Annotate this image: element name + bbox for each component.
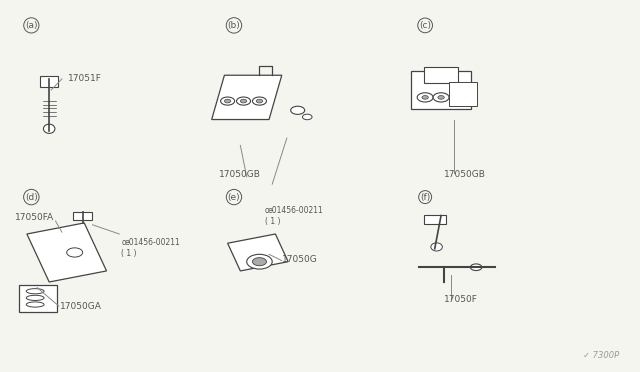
Ellipse shape (26, 295, 44, 301)
Ellipse shape (431, 243, 442, 251)
FancyBboxPatch shape (40, 76, 58, 87)
Ellipse shape (237, 97, 250, 105)
Text: (f): (f) (420, 193, 430, 202)
Ellipse shape (241, 99, 246, 103)
Text: œ01456-00211
( 1 ): œ01456-00211 ( 1 ) (264, 206, 323, 227)
Ellipse shape (44, 124, 55, 134)
Ellipse shape (221, 97, 235, 105)
Text: ✓ 7300P: ✓ 7300P (584, 350, 620, 359)
Text: (b): (b) (228, 21, 241, 30)
Ellipse shape (422, 96, 428, 99)
Polygon shape (228, 234, 288, 271)
Ellipse shape (470, 264, 482, 270)
Text: 17050F: 17050F (444, 295, 478, 304)
Text: (c): (c) (419, 21, 431, 30)
Ellipse shape (256, 99, 262, 103)
Ellipse shape (225, 99, 231, 103)
Text: 17050GB: 17050GB (444, 170, 486, 179)
FancyBboxPatch shape (424, 215, 445, 224)
FancyBboxPatch shape (449, 82, 477, 106)
Text: 17050FA: 17050FA (15, 213, 54, 222)
Ellipse shape (433, 93, 449, 102)
Polygon shape (27, 223, 106, 282)
Text: 17050G: 17050G (282, 255, 317, 264)
FancyBboxPatch shape (424, 67, 458, 83)
Ellipse shape (67, 248, 83, 257)
Text: œ01456-00211
( 1 ): œ01456-00211 ( 1 ) (121, 238, 180, 258)
Ellipse shape (246, 254, 272, 269)
Text: (a): (a) (25, 21, 38, 30)
Text: (e): (e) (228, 193, 240, 202)
Ellipse shape (26, 302, 44, 307)
Text: (d): (d) (25, 193, 38, 202)
Text: 17051F: 17051F (68, 74, 102, 83)
Ellipse shape (303, 114, 312, 120)
Ellipse shape (26, 289, 44, 294)
Text: 17050GB: 17050GB (220, 170, 261, 179)
Ellipse shape (438, 96, 444, 99)
Ellipse shape (291, 106, 305, 114)
Ellipse shape (252, 97, 266, 105)
FancyBboxPatch shape (19, 285, 57, 312)
FancyBboxPatch shape (74, 212, 92, 220)
Text: 17050GA: 17050GA (60, 302, 102, 311)
Polygon shape (212, 75, 282, 119)
Ellipse shape (252, 258, 266, 266)
Ellipse shape (417, 93, 433, 102)
FancyBboxPatch shape (411, 71, 471, 109)
